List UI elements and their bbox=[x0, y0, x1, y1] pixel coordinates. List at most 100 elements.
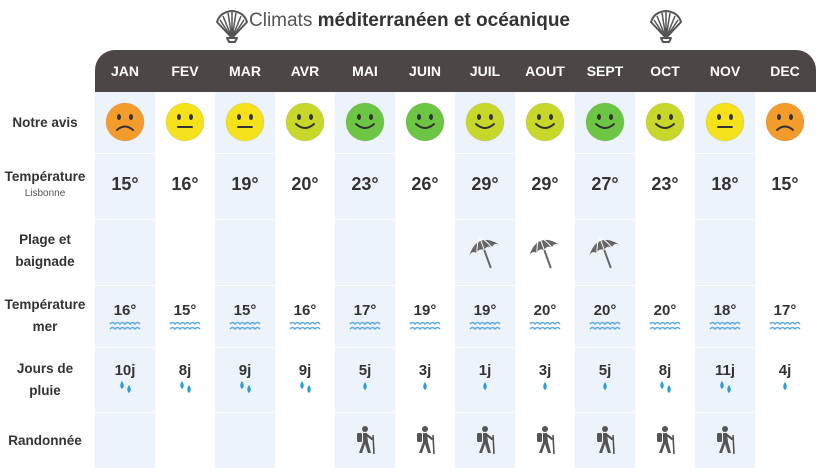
waves-icon bbox=[409, 321, 441, 331]
rando-cell bbox=[755, 425, 815, 457]
mer-cell: 19° bbox=[455, 302, 515, 342]
mer-cell: 20° bbox=[515, 302, 575, 342]
sea-temperature-value: 16° bbox=[293, 302, 317, 319]
avis-cell bbox=[515, 102, 575, 146]
mer-cell: 16° bbox=[275, 302, 335, 342]
rando-cell bbox=[275, 425, 335, 457]
temperature-cell: 29° bbox=[515, 174, 575, 204]
row-label-mer: Température mer bbox=[4, 297, 86, 334]
sea-temperature-value: 17° bbox=[773, 302, 797, 319]
pluie-cell: 4j bbox=[755, 362, 815, 406]
rando-cell bbox=[455, 425, 515, 457]
rando-cell bbox=[395, 425, 455, 457]
mer-cell: 15° bbox=[215, 302, 275, 342]
sea-temperature-value: 20° bbox=[593, 302, 617, 319]
pluie-cell: 9j bbox=[215, 362, 275, 406]
row-label-temperature-main: Température bbox=[4, 169, 86, 184]
waves-icon bbox=[229, 321, 261, 331]
page-title: Climats méditerranéen et océanique bbox=[0, 10, 819, 32]
avis-cell bbox=[155, 102, 215, 146]
avis-cell bbox=[275, 102, 335, 146]
month-dec: DEC bbox=[770, 63, 800, 79]
avis-cell bbox=[215, 102, 275, 146]
pluie-cell: 8j bbox=[635, 362, 695, 406]
raindrop-icon bbox=[483, 382, 487, 390]
column-stripe bbox=[455, 92, 515, 468]
row-separator bbox=[0, 219, 819, 220]
raindrop-icon bbox=[423, 382, 427, 390]
temperature-cell: 29° bbox=[455, 174, 515, 204]
hiker-icon bbox=[477, 426, 495, 455]
rain-days-value: 3j bbox=[538, 362, 552, 379]
waves-icon bbox=[349, 321, 381, 331]
sad-face-icon bbox=[765, 102, 805, 142]
temperature-cell: 16° bbox=[155, 174, 215, 204]
column-stripe bbox=[95, 92, 155, 468]
hiker-icon bbox=[717, 426, 735, 455]
waves-icon bbox=[109, 321, 141, 331]
plage-cell bbox=[95, 232, 155, 274]
rain-days-value: 5j bbox=[598, 362, 612, 379]
rain-days-value: 3j bbox=[418, 362, 432, 379]
pluie-cell: 3j bbox=[395, 362, 455, 406]
row-label-temperature-sub: Lisbonne bbox=[24, 188, 66, 199]
plage-cell bbox=[755, 232, 815, 274]
temperature-value: 23° bbox=[651, 174, 679, 194]
temperature-value: 18° bbox=[711, 174, 739, 194]
rain-days-value: 8j bbox=[658, 362, 672, 379]
happy-face-icon bbox=[465, 102, 505, 142]
pluie-cell: 10j bbox=[95, 362, 155, 406]
plage-cell bbox=[275, 232, 335, 274]
waves-icon bbox=[589, 321, 621, 331]
rando-cell bbox=[575, 425, 635, 457]
happy-face-icon bbox=[525, 102, 565, 142]
shell-icon bbox=[650, 10, 682, 43]
mer-cell: 17° bbox=[335, 302, 395, 342]
plage-cell bbox=[395, 232, 455, 274]
rain-days-value: 4j bbox=[778, 362, 792, 379]
rando-cell bbox=[155, 425, 215, 457]
sea-temperature-value: 16° bbox=[113, 302, 137, 319]
avis-cell bbox=[695, 102, 755, 146]
temperature-value: 16° bbox=[171, 174, 199, 194]
mer-cell: 19° bbox=[395, 302, 455, 342]
pluie-cell: 1j bbox=[455, 362, 515, 406]
temperature-value: 23° bbox=[351, 174, 379, 194]
temperature-value: 20° bbox=[291, 174, 319, 194]
plage-cell bbox=[695, 232, 755, 274]
raindrop-icon bbox=[180, 381, 191, 393]
rando-cell bbox=[95, 425, 155, 457]
month-juil: JUIL bbox=[469, 63, 501, 79]
rain-days-value: 1j bbox=[478, 362, 492, 379]
plage-cell bbox=[575, 232, 635, 274]
column-stripe bbox=[335, 92, 395, 468]
month-avr: AVR bbox=[290, 63, 320, 79]
sea-temperature-value: 20° bbox=[533, 302, 557, 319]
waves-icon bbox=[169, 321, 201, 331]
sad-face-icon bbox=[105, 102, 145, 142]
month-nov: NOV bbox=[709, 63, 741, 79]
sea-temperature-value: 17° bbox=[353, 302, 377, 319]
sea-temperature-value: 15° bbox=[233, 302, 257, 319]
rain-days-value: 11j bbox=[714, 362, 736, 379]
month-fev: FEV bbox=[171, 63, 199, 79]
raindrop-icon bbox=[660, 381, 671, 393]
mer-cell: 20° bbox=[575, 302, 635, 342]
month-juin: JUIN bbox=[409, 63, 441, 79]
sea-temperature-value: 20° bbox=[653, 302, 677, 319]
raindrop-icon bbox=[300, 381, 311, 393]
happy-face-icon bbox=[585, 102, 625, 142]
plage-cell bbox=[335, 232, 395, 274]
avis-cell bbox=[635, 102, 695, 146]
avis-cell bbox=[755, 102, 815, 146]
waves-icon bbox=[289, 321, 321, 331]
temperature-cell: 23° bbox=[335, 174, 395, 204]
waves-icon bbox=[709, 321, 741, 331]
rain-days-value: 8j bbox=[178, 362, 192, 379]
raindrop-icon bbox=[783, 382, 787, 390]
title-bold: méditerranéen et océanique bbox=[317, 10, 570, 31]
temperature-cell: 15° bbox=[95, 174, 155, 204]
row-label-avis: Notre avis bbox=[12, 115, 78, 130]
rando-cell bbox=[215, 425, 275, 457]
neutral-face-icon bbox=[705, 102, 745, 142]
